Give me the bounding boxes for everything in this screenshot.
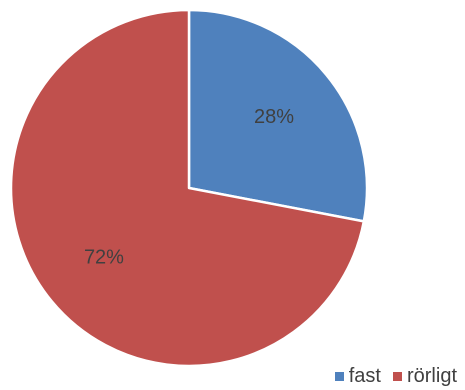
legend: fast rörligt — [334, 365, 457, 388]
legend-label-fast: fast — [348, 365, 381, 387]
slice-label-0: 28% — [254, 106, 294, 128]
legend-swatch-rorligt — [392, 372, 402, 381]
legend-item-rorligt: rörligt — [392, 365, 457, 388]
legend-label-rorligt: rörligt — [406, 365, 457, 387]
pie-slice-1 — [9, 8, 366, 368]
pie-slice-0 — [187, 8, 369, 223]
legend-item-fast: fast — [334, 365, 381, 388]
slice-label-1: 72% — [84, 247, 124, 269]
legend-swatch-fast — [334, 372, 344, 381]
